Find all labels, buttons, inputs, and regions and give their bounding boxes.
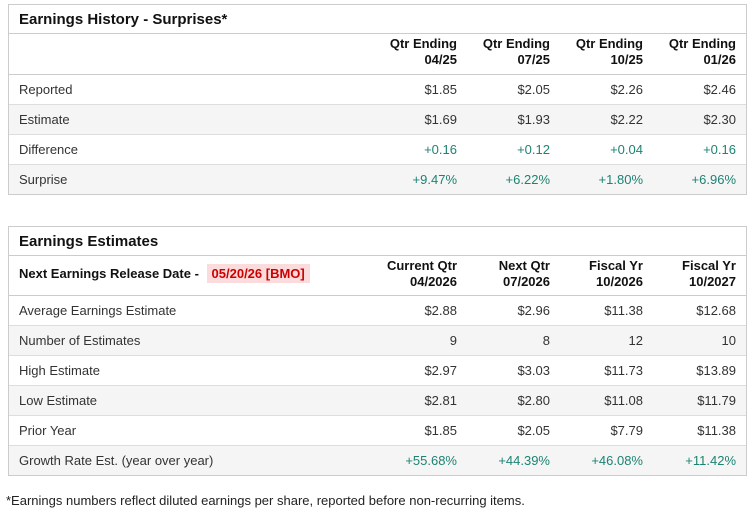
next-earnings-release-date: Next Earnings Release Date - 05/20/26 [B… — [9, 255, 374, 296]
cell-value-positive: +0.16 — [653, 134, 746, 165]
row-label: Surprise — [19, 171, 68, 187]
cell-value: $2.96 — [467, 295, 560, 326]
table-row-surprise: Surprise +9.47% +6.22% +1.80% +6.96% — [9, 164, 746, 194]
cell-value-positive: +11.42% — [685, 453, 736, 468]
table-row-average-earnings-estimate: Average Earnings Estimate $2.88 $2.96 $1… — [9, 295, 746, 326]
cell-value-positive: +6.96% — [691, 171, 736, 187]
cell-value: $13.89 — [653, 355, 746, 386]
row-label: Difference — [9, 134, 374, 165]
column-header-fiscal-yr-2027: Fiscal Yr 10/2027 — [653, 255, 746, 296]
cell-value: 9 — [374, 325, 467, 356]
cell-value: $2.80 — [467, 385, 560, 416]
cell-value-positive: +6.22% — [505, 171, 550, 187]
cell-value-positive: +0.16 — [374, 134, 467, 165]
earnings-estimates-card: Earnings Estimates Next Earnings Release… — [8, 225, 747, 476]
earnings-estimates-title: Earnings Estimates — [9, 227, 746, 256]
row-label: Number of Estimates — [9, 325, 374, 356]
table-row-number-of-estimates: Number of Estimates 9 8 12 10 — [9, 325, 746, 356]
cell-value: $7.79 — [560, 415, 653, 446]
table-row-growth-rate-est: Growth Rate Est. (year over year) +55.68… — [9, 445, 746, 475]
earnings-history-table: Qtr Ending 04/25 Qtr Ending 07/25 Qtr En… — [9, 34, 746, 194]
cell-value: $11.73 — [560, 355, 653, 386]
table-row-high-estimate: High Estimate $2.97 $3.03 $11.73 $13.89 — [9, 355, 746, 386]
cell-value-positive: +44.39% — [498, 453, 550, 468]
cell-value: $2.88 — [374, 295, 467, 326]
column-header-fiscal-yr-2026: Fiscal Yr 10/2026 — [560, 255, 653, 296]
row-label: Growth Rate Est. (year over year) — [19, 453, 214, 468]
column-header-current-qtr: Current Qtr 04/2026 — [374, 255, 467, 296]
row-label: Estimate — [9, 104, 374, 135]
cell-value: $2.05 — [467, 415, 560, 446]
row-label: Prior Year — [9, 415, 374, 446]
earnings-footnote: *Earnings numbers reflect diluted earnin… — [6, 493, 525, 508]
release-date-value: 05/20/26 [BMO] — [206, 263, 310, 283]
cell-value: 8 — [467, 325, 560, 356]
cell-value-positive: +0.04 — [560, 134, 653, 165]
cell-value-positive: +46.08% — [591, 453, 643, 468]
cell-value: $1.69 — [374, 104, 467, 135]
cell-value: $11.08 — [560, 385, 653, 416]
cell-value: $1.85 — [374, 415, 467, 446]
table-row-reported: Reported $1.85 $2.05 $2.26 $2.46 — [9, 74, 746, 105]
cell-value-positive: +0.12 — [467, 134, 560, 165]
earnings-history-card: Earnings History - Surprises* Qtr Ending… — [8, 4, 747, 195]
table-row-difference: Difference +0.16 +0.12 +0.04 +0.16 — [9, 134, 746, 165]
table-row-estimate: Estimate $1.69 $1.93 $2.22 $2.30 — [9, 104, 746, 135]
row-label: Average Earnings Estimate — [9, 295, 374, 326]
cell-value: $12.68 — [653, 295, 746, 326]
column-header-qtr-1025: Qtr Ending 10/25 — [560, 34, 653, 75]
cell-value: $1.93 — [467, 104, 560, 135]
column-header-qtr-0425: Qtr Ending 04/25 — [374, 34, 467, 75]
release-date-label: Next Earnings Release Date - — [19, 265, 199, 281]
earnings-estimates-header-row: Next Earnings Release Date - 05/20/26 [B… — [9, 255, 746, 296]
cell-value: 10 — [653, 325, 746, 356]
row-label: Low Estimate — [9, 385, 374, 416]
cell-value: $3.03 — [467, 355, 560, 386]
column-header-qtr-0126: Qtr Ending 01/26 — [653, 34, 746, 75]
cell-value-positive: +9.47% — [412, 171, 457, 187]
cell-value: $2.26 — [560, 74, 653, 105]
row-label: Reported — [9, 74, 374, 105]
cell-value: $2.30 — [653, 104, 746, 135]
cell-value-positive: +1.80% — [598, 171, 643, 187]
cell-value: $2.81 — [374, 385, 467, 416]
cell-value: $1.85 — [374, 74, 467, 105]
empty-header-cell — [9, 34, 374, 75]
cell-value: $2.22 — [560, 104, 653, 135]
earnings-estimates-table: Next Earnings Release Date - 05/20/26 [B… — [9, 255, 746, 475]
cell-value: $11.38 — [653, 415, 746, 446]
column-header-qtr-0725: Qtr Ending 07/25 — [467, 34, 560, 75]
cell-value: 12 — [560, 325, 653, 356]
cell-value: $2.05 — [467, 74, 560, 105]
row-label: High Estimate — [9, 355, 374, 386]
cell-value: $2.97 — [374, 355, 467, 386]
table-row-low-estimate: Low Estimate $2.81 $2.80 $11.08 $11.79 — [9, 385, 746, 416]
cell-value: $2.46 — [653, 74, 746, 105]
earnings-history-header-row: Qtr Ending 04/25 Qtr Ending 07/25 Qtr En… — [9, 34, 746, 75]
cell-value: $11.79 — [653, 385, 746, 416]
cell-value-positive: +55.68% — [405, 453, 457, 468]
column-header-next-qtr: Next Qtr 07/2026 — [467, 255, 560, 296]
cell-value: $11.38 — [560, 295, 653, 326]
table-row-prior-year: Prior Year $1.85 $2.05 $7.79 $11.38 — [9, 415, 746, 446]
earnings-history-title: Earnings History - Surprises* — [9, 5, 746, 34]
